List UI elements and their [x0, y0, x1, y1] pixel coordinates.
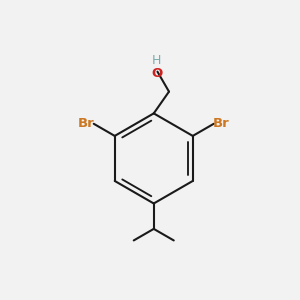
Text: O: O — [151, 68, 162, 80]
Text: H: H — [152, 54, 161, 67]
Text: Br: Br — [213, 117, 230, 130]
Text: Br: Br — [78, 117, 95, 130]
